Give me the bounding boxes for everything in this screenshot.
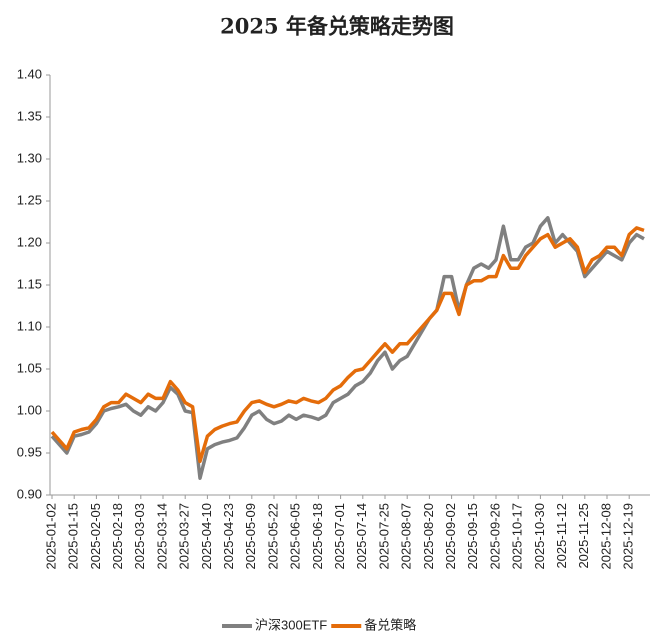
x-tick-label: 2025-07-01 xyxy=(332,503,347,570)
x-tick-label: 2025-08-07 xyxy=(399,503,414,570)
x-tick-label: 2025-09-15 xyxy=(465,503,480,570)
x-tick-label: 2025-04-10 xyxy=(199,503,214,570)
series-line xyxy=(50,226,645,464)
y-tick-label: 1.40 xyxy=(17,66,42,81)
series-line xyxy=(50,216,645,480)
y-tick-label: 0.90 xyxy=(17,486,42,501)
x-tick-label: 2025-05-09 xyxy=(243,503,258,570)
x-tick-label: 2025-07-25 xyxy=(376,503,391,570)
y-tick-label: 1.10 xyxy=(17,318,42,333)
x-tick-label: 2025-05-22 xyxy=(265,503,280,570)
x-tick-label: 2025-12-19 xyxy=(621,503,636,570)
x-tick-label: 2025-11-12 xyxy=(554,503,569,569)
y-tick-label: 0.95 xyxy=(17,444,42,459)
x-tick-label: 2025-03-03 xyxy=(132,503,147,570)
y-tick-label: 1.35 xyxy=(17,108,42,123)
y-tick-label: 1.05 xyxy=(17,360,42,375)
x-tick-label: 2025-10-17 xyxy=(510,503,525,570)
x-tick-label: 2025-06-18 xyxy=(310,503,325,570)
x-tick-label: 2025-06-05 xyxy=(288,503,303,570)
y-tick-label: 1.15 xyxy=(17,276,42,291)
x-tick-label: 2025-07-14 xyxy=(354,503,369,570)
x-tick-label: 2025-02-18 xyxy=(110,503,125,570)
x-tick-label: 2025-09-26 xyxy=(487,503,502,570)
x-tick-label: 2025-08-20 xyxy=(421,503,436,570)
y-tick-label: 1.00 xyxy=(17,402,42,417)
y-tick-label: 1.25 xyxy=(17,192,42,207)
legend-label: 沪深300ETF xyxy=(255,617,327,632)
x-tick-label: 2025-03-27 xyxy=(177,503,192,570)
x-tick-label: 2025-11-25 xyxy=(576,503,591,569)
x-tick-label: 2025-01-15 xyxy=(66,503,81,570)
x-tick-label: 2025-03-14 xyxy=(154,503,169,570)
legend-label: 备兑策略 xyxy=(364,617,416,632)
chart-title: 2025 年备兑策略走势图 xyxy=(220,14,454,39)
x-tick-label: 2025-01-02 xyxy=(43,503,58,570)
y-tick-label: 1.20 xyxy=(17,234,42,249)
x-tick-label: 2025-09-02 xyxy=(443,503,458,570)
x-tick-label: 2025-02-05 xyxy=(88,503,103,570)
x-tick-label: 2025-04-23 xyxy=(221,503,236,570)
x-tick-label: 2025-10-30 xyxy=(532,503,547,570)
y-tick-label: 1.30 xyxy=(17,150,42,165)
x-tick-label: 2025-12-08 xyxy=(598,503,613,570)
